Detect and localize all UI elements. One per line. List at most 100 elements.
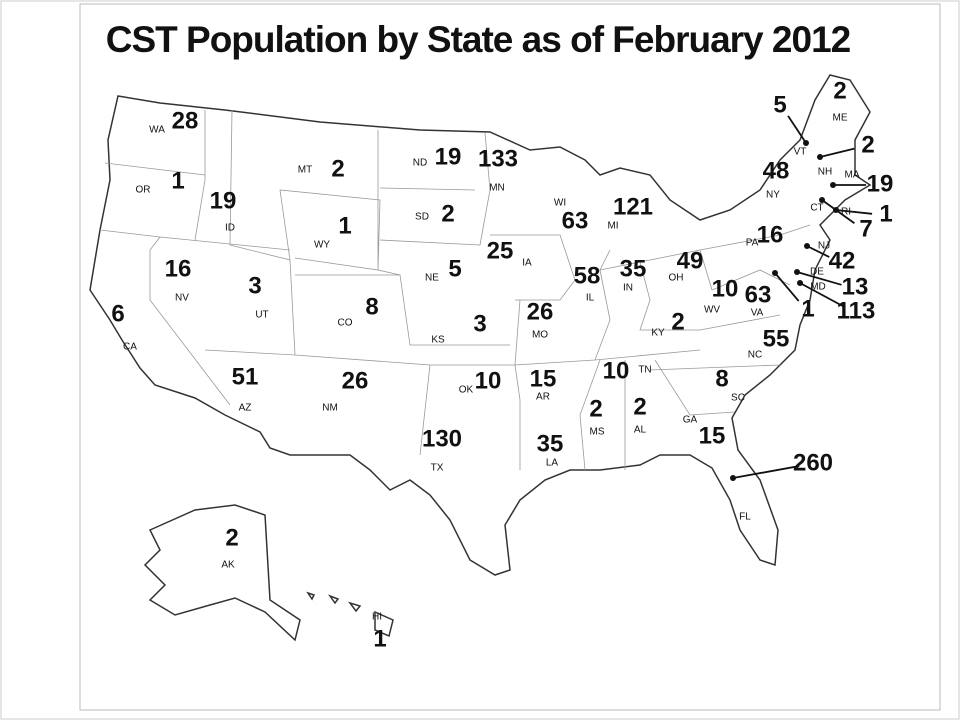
state-count: 8 — [365, 293, 378, 320]
hawaii — [306, 591, 394, 638]
state-count: 121 — [613, 193, 653, 220]
state-abbr: IA — [522, 258, 532, 269]
leader-dot — [833, 207, 839, 213]
alaska — [143, 504, 301, 642]
state-abbr: OR — [136, 185, 151, 196]
state-abbr: IL — [586, 293, 595, 304]
state-count: 28 — [172, 107, 199, 134]
state-abbr: PA — [746, 238, 759, 249]
leader-dot — [804, 243, 810, 249]
leader-line — [732, 465, 800, 479]
state-abbr: GA — [683, 415, 698, 426]
state-count: 1 — [171, 167, 184, 194]
leader-dot — [817, 154, 823, 160]
state-abbr: MI — [607, 221, 618, 232]
state-abbr: VA — [751, 308, 764, 319]
map-frame — [79, 3, 941, 711]
map-title: CST Population by State as of February 2… — [106, 19, 851, 60]
state-count: 3 — [248, 272, 261, 299]
state-abbr: CA — [123, 342, 137, 353]
state-count: 10 — [603, 357, 630, 384]
state-abbr: WA — [149, 125, 165, 136]
leader-line — [796, 271, 842, 286]
state-abbr: DE — [810, 267, 824, 278]
state-abbr: SC — [731, 393, 745, 404]
state-abbr: ND — [413, 158, 427, 169]
state-count: 113 — [837, 297, 876, 324]
state-count: 5 — [773, 91, 786, 118]
state-abbr: FL — [739, 512, 751, 523]
state-abbr: NM — [322, 403, 338, 414]
state-count: 2 — [225, 524, 238, 551]
state-count: 2 — [331, 155, 344, 182]
state-abbr: CT — [810, 203, 823, 214]
leader-dot — [803, 140, 809, 146]
state-abbr: UT — [255, 310, 268, 321]
state-count: 13 — [842, 273, 869, 300]
state-abbr: SD — [415, 212, 429, 223]
state-abbr: NH — [818, 167, 832, 178]
us-outline — [89, 74, 872, 576]
state-count: 42 — [829, 247, 856, 274]
state-count: 3 — [473, 310, 486, 337]
state-abbr: AR — [536, 392, 550, 403]
state-abbr: MN — [489, 183, 505, 194]
state-abbr: MO — [532, 330, 548, 341]
state-count: 58 — [574, 262, 601, 289]
state-abbr: AZ — [239, 403, 252, 414]
state-count: 19 — [210, 187, 237, 214]
state-abbr: NC — [748, 350, 762, 361]
state-count: 15 — [530, 365, 557, 392]
state-abbr: AK — [221, 560, 235, 571]
state-abbr: KS — [431, 335, 445, 346]
state-count: 35 — [620, 255, 647, 282]
state-count: 26 — [342, 367, 369, 394]
state-count: 130 — [422, 425, 462, 452]
leader-dot — [830, 182, 836, 188]
state-abbr: ME — [833, 113, 848, 124]
state-abbr: HI — [372, 612, 382, 623]
leader-line — [819, 147, 855, 158]
state-abbr: MA — [845, 170, 860, 181]
state-abbr: WV — [704, 305, 720, 316]
leader-dot — [819, 197, 825, 203]
state-abbr: WY — [314, 240, 330, 251]
state-count: 15 — [699, 422, 726, 449]
state-count: 16 — [165, 255, 192, 282]
leader-line — [799, 282, 844, 308]
state-count: 2 — [633, 393, 646, 420]
state-count: 8 — [715, 365, 728, 392]
state-count: 19 — [435, 143, 462, 170]
state-count: 6 — [111, 300, 124, 327]
leader-line — [835, 209, 873, 215]
state-abbr: CO — [338, 318, 353, 329]
leader-dot — [730, 475, 736, 481]
state-abbr: VT — [794, 147, 807, 158]
state-borders — [99, 109, 811, 471]
state-count: 10 — [712, 275, 739, 302]
state-abbr: OH — [669, 273, 684, 284]
leader-line — [774, 272, 800, 302]
state-count: 48 — [763, 157, 790, 184]
state-count: 2 — [833, 77, 846, 104]
state-count: 26 — [527, 298, 554, 325]
state-abbr: LA — [546, 458, 559, 469]
state-abbr: ID — [225, 223, 235, 234]
state-abbr: MS — [590, 427, 605, 438]
state-count: 16 — [757, 221, 784, 248]
state-abbr: NJ — [818, 241, 830, 252]
state-count: 10 — [475, 367, 502, 394]
state-abbr: KY — [651, 328, 665, 339]
leader-dot — [794, 269, 800, 275]
state-abbr: IN — [623, 283, 633, 294]
state-count: 260 — [793, 449, 833, 476]
state-abbr: OK — [459, 385, 474, 396]
state-count: 2 — [861, 131, 874, 158]
state-count: 7 — [859, 215, 872, 242]
state-count: 1 — [879, 200, 892, 227]
state-count: 63 — [562, 207, 589, 234]
state-abbr: WI — [554, 198, 566, 209]
leader-dot — [772, 270, 778, 276]
state-abbr: TX — [431, 463, 444, 474]
state-count: 1 — [338, 212, 351, 239]
